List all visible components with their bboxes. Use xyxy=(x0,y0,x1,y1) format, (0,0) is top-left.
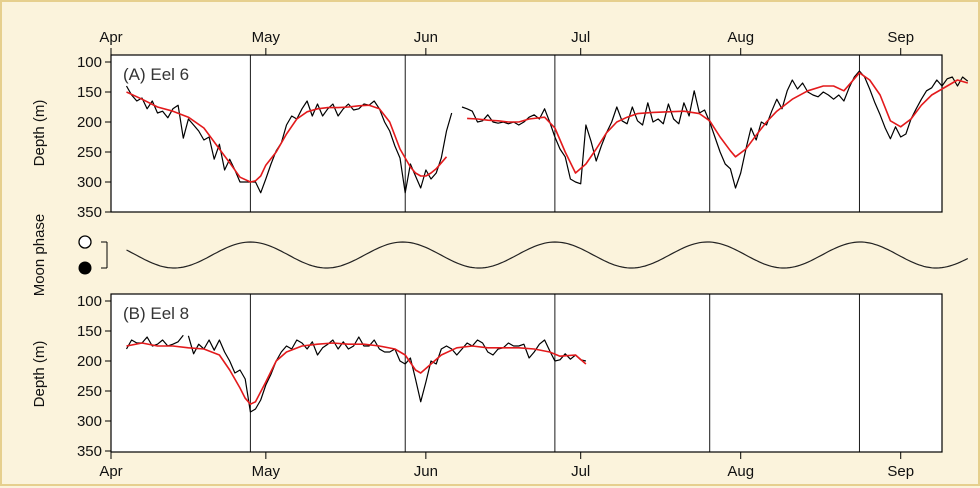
panel-a-y-tick-label: 200 xyxy=(77,114,102,131)
panel-a-smoothed-depth-line xyxy=(467,72,969,174)
bottom-x-tick-label: Apr xyxy=(99,463,122,480)
panel-a-y-tick-label: 150 xyxy=(77,84,102,101)
panel-b-observed-depth-line xyxy=(187,335,587,413)
series-layer xyxy=(125,70,969,413)
full-moon-lines xyxy=(249,55,860,452)
panel-b-y-tick-label: 150 xyxy=(77,323,102,340)
top-x-tick-label: Aug xyxy=(727,29,754,46)
top-x-tick-label: Jun xyxy=(414,29,438,46)
top-x-tick-label: Apr xyxy=(99,29,122,46)
panel-b-y-tick-label: 200 xyxy=(77,353,102,370)
panel-a-y-tick-label: 300 xyxy=(77,174,102,191)
panel-a-y-tick-label: 250 xyxy=(77,144,102,161)
panel-a-y-tick-label: 100 xyxy=(77,54,102,71)
panel-a-y-tick-label: 350 xyxy=(77,204,102,221)
panel-b-y-tick-label: 350 xyxy=(77,443,102,460)
bottom-x-tick-label: Sep xyxy=(887,463,914,480)
moon-phase-curve xyxy=(126,241,969,269)
full-moon-icon xyxy=(78,235,92,249)
bottom-x-tick-label: Jul xyxy=(571,463,590,480)
axes-layer: Apr May Jun Jul Aug Sep Apr May Jun Jul Aug Sep 100 1… xyxy=(77,29,914,480)
panel-b-y-tick-label: 100 xyxy=(77,293,102,310)
panel-b-ylabel: Depth (m) xyxy=(31,341,48,408)
top-x-tick-label: May xyxy=(252,29,281,46)
bottom-x-tick-label: Jun xyxy=(414,463,438,480)
panel-a-frame xyxy=(110,54,943,213)
panel-b-frame xyxy=(110,293,943,453)
bottom-x-tick-label: Aug xyxy=(727,463,754,480)
panel-b-smoothed-depth-line xyxy=(126,342,587,406)
panel-b-y-tick-label: 300 xyxy=(77,413,102,430)
panel-a-title: (A) Eel 6 xyxy=(123,65,189,84)
panel-a-smoothed-depth-line xyxy=(126,91,448,183)
panel-a-ylabel: Depth (m) xyxy=(31,100,48,167)
bottom-x-tick-label: May xyxy=(252,463,281,480)
moon-phase-label: Moon phase xyxy=(31,214,48,297)
new-moon-icon xyxy=(78,261,92,275)
panel-a-observed-depth-line xyxy=(461,70,969,189)
top-x-tick-label: Jul xyxy=(571,29,590,46)
moon-phase-layer xyxy=(78,235,969,275)
panel-b-y-tick-label: 250 xyxy=(77,383,102,400)
panel-a-observed-depth-line xyxy=(125,85,453,194)
top-x-tick-label: Sep xyxy=(887,29,914,46)
panel-b-title: (B) Eel 8 xyxy=(123,304,189,323)
